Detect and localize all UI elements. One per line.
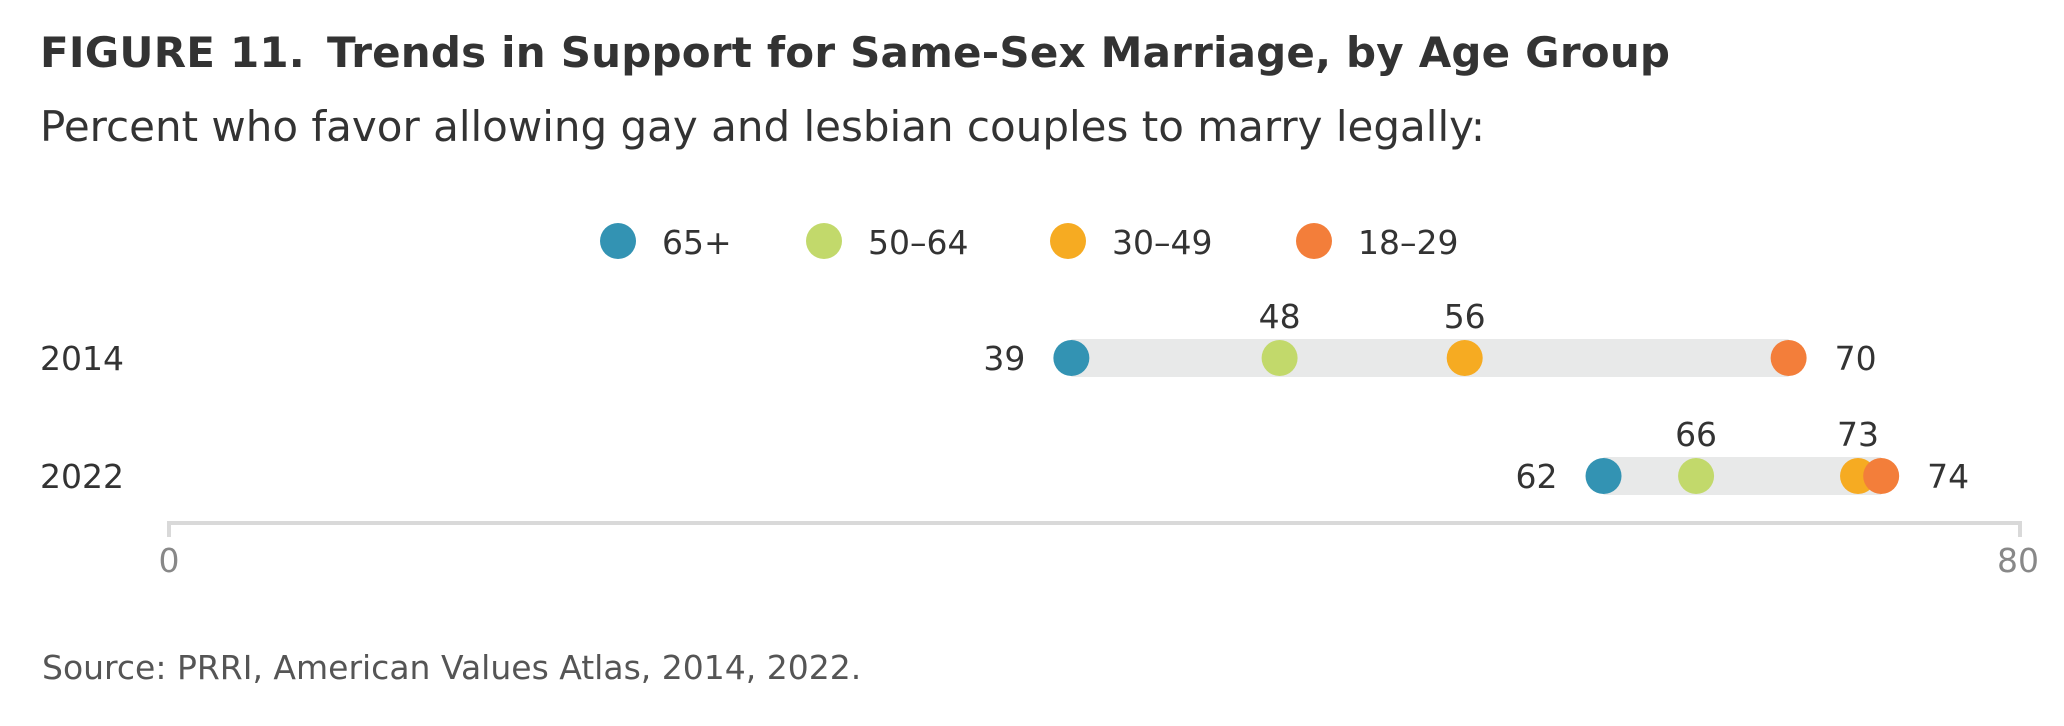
range-bar-2014 [1071, 339, 1789, 377]
data-label-2022-2: 73 [1837, 415, 1879, 454]
legend-marker-2 [1050, 223, 1086, 259]
data-label-2014-0: 39 [983, 339, 1025, 378]
dot-2022-1 [1678, 458, 1715, 494]
legend-marker-0 [600, 223, 636, 259]
data-label-2014-3: 70 [1835, 339, 1877, 378]
data-label-2014-1: 48 [1259, 297, 1301, 336]
figure-title: Trends in Support for Same-Sex Marriage,… [326, 28, 1671, 77]
chart-title: FIGURE 11. Trends in Support for Same-Sex… [40, 28, 1670, 77]
dot-2014-0 [1053, 340, 1090, 376]
data-label-2022-0: 62 [1516, 457, 1558, 496]
legend-marker-3 [1296, 223, 1332, 259]
dot-2014-3 [1770, 340, 1807, 376]
legend-label-2: 30–49 [1112, 223, 1212, 262]
x-tick-label-0: 0 [159, 541, 180, 580]
data-label-2022-3: 74 [1927, 457, 1969, 496]
range-bar-2022 [1603, 457, 1882, 495]
dot-2014-2 [1446, 340, 1483, 376]
dot-2014-1 [1261, 340, 1298, 376]
dot-2022-0 [1585, 458, 1622, 494]
row-label-2022: 2022 [40, 457, 124, 496]
legend-label-0: 65+ [662, 223, 732, 262]
source-note: Source: PRRI, American Values Atlas, 201… [42, 648, 862, 687]
legend-marker-1 [806, 223, 842, 259]
data-label-2014-2: 56 [1444, 297, 1486, 336]
data-label-2022-1: 66 [1675, 415, 1717, 454]
chart-subtitle: Percent who favor allowing gay and lesbi… [40, 102, 1486, 151]
legend-label-3: 18–29 [1358, 223, 1458, 262]
legend: 65+ 50–64 30–49 18–29 [600, 223, 1458, 262]
figure-label: FIGURE 11. [40, 28, 305, 77]
plot-area: 2014 39 48 56 70 2022 62 66 73 74 [40, 297, 1969, 496]
row-label-2014: 2014 [40, 339, 124, 378]
x-tick-label-1: 80 [1997, 541, 2039, 580]
legend-label-1: 50–64 [868, 223, 968, 262]
dot-2022-3 [1863, 458, 1900, 494]
x-axis: 0 80 [159, 521, 2039, 580]
